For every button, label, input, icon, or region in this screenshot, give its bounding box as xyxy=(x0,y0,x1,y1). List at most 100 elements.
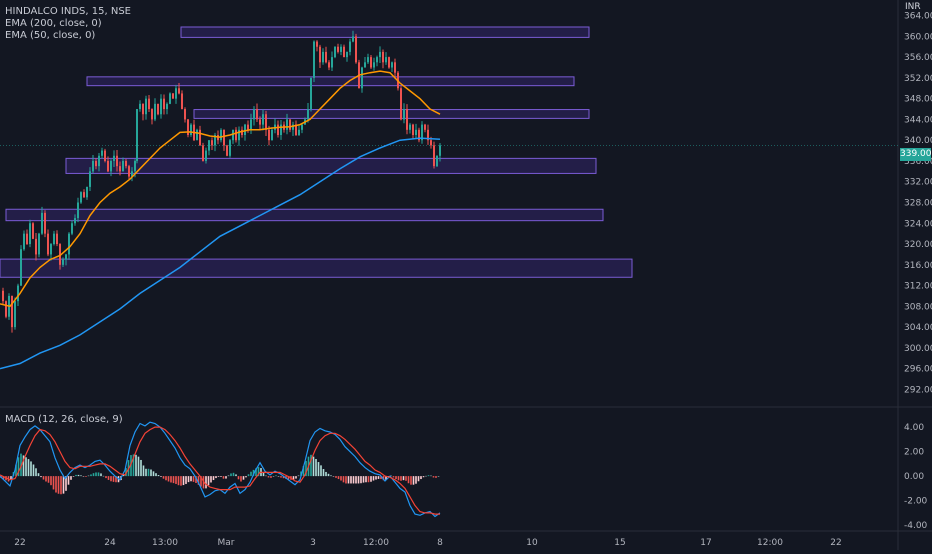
macd-histogram-bar xyxy=(437,476,440,477)
candle-body xyxy=(92,160,94,172)
candle-body xyxy=(352,36,354,42)
macd-histogram-bar xyxy=(365,476,367,483)
macd-histogram-bar xyxy=(377,476,380,479)
candle-body xyxy=(340,46,342,52)
candle-body xyxy=(337,46,339,52)
macd-histogram-bar xyxy=(252,469,255,477)
candle-body xyxy=(259,119,261,125)
macd-histogram-bar xyxy=(435,476,437,478)
candle-body xyxy=(116,155,118,167)
macd-histogram-bar xyxy=(352,476,355,484)
macd-histogram-bar xyxy=(362,476,365,483)
macd-histogram-bar xyxy=(192,476,195,482)
candle-body xyxy=(229,140,231,156)
main-legend: HINDALCO INDS, 15, NSE EMA (200, close, … xyxy=(5,6,131,42)
macd-histogram-bar xyxy=(305,460,307,477)
candle-body xyxy=(265,114,267,130)
candle-body xyxy=(388,57,390,68)
support-resistance-zone xyxy=(65,157,597,174)
candle-body xyxy=(154,103,156,120)
macd-histogram-bar xyxy=(90,474,92,477)
price-tick-label: 304.00 xyxy=(904,323,932,333)
candle-body xyxy=(62,259,64,265)
macd-histogram-bar xyxy=(227,475,230,477)
macd-histogram-bar xyxy=(270,476,272,478)
macd-histogram-bar xyxy=(317,462,320,477)
candle-body xyxy=(370,57,372,68)
macd-histogram-bar xyxy=(140,459,142,477)
candle-body xyxy=(298,129,300,135)
macd-histogram-bar xyxy=(152,471,155,477)
macd-histogram-bar xyxy=(100,473,102,477)
candle-body xyxy=(331,57,333,68)
macd-line xyxy=(0,421,441,518)
macd-histogram-bar xyxy=(257,467,260,477)
candle-body xyxy=(436,155,438,167)
macd-histogram-bar xyxy=(82,476,85,477)
macd-histogram-bar xyxy=(25,457,27,477)
candle-body xyxy=(163,98,165,110)
candle-body xyxy=(400,88,402,120)
macd-histogram-bar xyxy=(157,475,160,477)
candle-body xyxy=(47,233,49,255)
macd-histogram-bar xyxy=(430,475,432,477)
macd-histogram-bar xyxy=(27,459,30,477)
time-tick-label: 15 xyxy=(614,538,625,548)
time-tick-label: Mar xyxy=(218,538,235,548)
macd-histogram-bar xyxy=(207,476,210,486)
candle-body xyxy=(268,129,270,141)
candle-body xyxy=(142,103,144,115)
time-tick-label: 22 xyxy=(830,538,841,548)
macd-histogram-bar xyxy=(92,473,95,477)
macd-histogram-bar xyxy=(205,476,207,489)
macd-histogram-bar xyxy=(412,476,415,485)
macd-histogram-bar xyxy=(220,476,222,477)
candle-body xyxy=(202,145,204,161)
macd-histogram-bar xyxy=(315,458,317,477)
macd-histogram-bar xyxy=(322,469,325,477)
candle-body xyxy=(35,238,37,255)
macd-histogram-bar xyxy=(420,476,422,480)
candle-body xyxy=(376,57,378,63)
candle-body xyxy=(277,124,279,135)
candle-body xyxy=(17,285,19,302)
macd-histogram-bar xyxy=(372,476,375,481)
candle-body xyxy=(65,254,67,260)
candle-body xyxy=(421,124,423,141)
candle-body xyxy=(38,233,40,255)
candle-body xyxy=(256,109,258,120)
macd-histogram-bar xyxy=(357,476,360,484)
macd-histogram-bar xyxy=(340,476,342,481)
macd-histogram-bar xyxy=(415,476,417,484)
time-tick-label: 10 xyxy=(526,538,538,548)
candle-body xyxy=(262,114,264,125)
candle-body xyxy=(280,124,282,135)
macd-histogram-bar xyxy=(232,472,235,477)
macd-histogram-bar xyxy=(200,476,202,487)
macd-histogram-bar xyxy=(22,455,25,477)
candle-body xyxy=(292,124,294,130)
macd-histogram-bar xyxy=(350,476,352,484)
macd-histogram-bar xyxy=(215,476,217,479)
macd-histogram-bar xyxy=(402,476,405,481)
macd-histogram-bar xyxy=(355,476,357,484)
time-tick-label: 24 xyxy=(104,538,116,548)
candle-body xyxy=(403,109,405,120)
candle-body xyxy=(196,129,198,141)
macd-histogram-bar xyxy=(295,476,297,479)
candle-body xyxy=(125,160,127,167)
price-tick-label: 364.00 xyxy=(904,12,932,22)
macd-legend: MACD (12, 26, close, 9) xyxy=(5,414,123,426)
macd-histogram-bar xyxy=(332,476,335,477)
price-tick-label: 316.00 xyxy=(904,261,932,271)
candle-body xyxy=(220,129,222,141)
macd-histogram-bar xyxy=(247,474,250,477)
macd-histogram-bar xyxy=(392,476,395,478)
macd-histogram-bar xyxy=(217,476,220,477)
candle-body xyxy=(244,124,246,135)
candle-body xyxy=(184,109,186,120)
macd-histogram-bar xyxy=(347,476,350,484)
candle-body xyxy=(391,62,393,68)
